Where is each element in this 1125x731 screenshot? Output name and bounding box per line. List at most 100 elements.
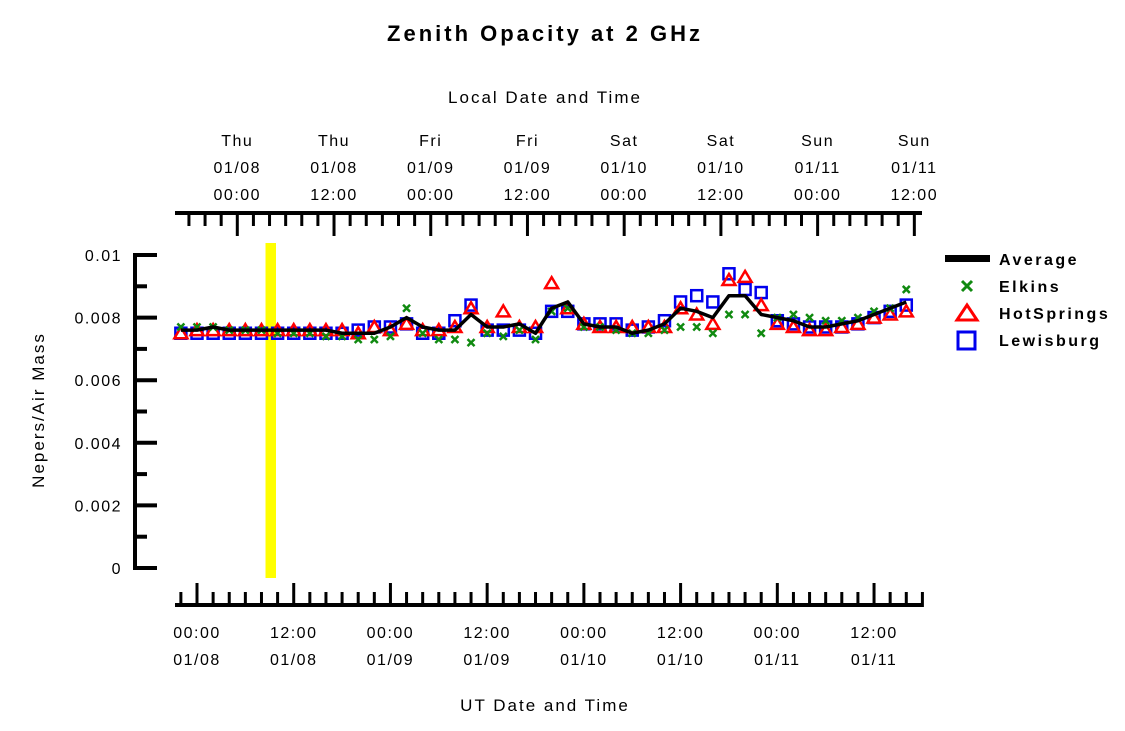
top-tick-day: Fri (516, 133, 539, 150)
lewisburg-point (754, 285, 768, 300)
hotsprings-point (736, 268, 754, 284)
hotsprings-point (172, 324, 190, 340)
y-tick-label: 0.004 (74, 436, 122, 453)
elkins-point (482, 328, 492, 338)
top-tick-time: 00:00 (794, 187, 842, 204)
x-axis-label: UT Date and Time (460, 696, 630, 715)
elkins-point (740, 310, 750, 319)
hotsprings-point (542, 274, 561, 290)
legend-square-icon (956, 330, 977, 351)
elkins-point (321, 331, 331, 341)
y-tick-label: 0.006 (74, 373, 122, 390)
elkins-point (434, 335, 444, 344)
lewisburg-point (738, 282, 752, 297)
axes: 0 0.002 0.004 0.006 0.008 0.01 00:00 01/08 12:00… (74, 133, 939, 669)
x-tick-time: 00:00 (560, 625, 608, 642)
elkins-point (692, 322, 702, 332)
top-tick-day: Sat (610, 133, 639, 150)
elkins-point (821, 316, 831, 326)
elkins-point (418, 328, 428, 338)
elkins-point (515, 325, 524, 335)
top-tick-time: 12:00 (697, 187, 745, 204)
elkins-x-icon (418, 328, 428, 338)
elkins-point (450, 335, 460, 344)
top-tick-date: 01/11 (891, 160, 937, 177)
top-tick-day: Sat (707, 133, 736, 150)
lewisburg-point (464, 298, 478, 312)
x-tick-time: 12:00 (657, 625, 705, 642)
elkins-x-icon (740, 310, 750, 319)
top-tick-time: 00:00 (407, 187, 455, 204)
elkins-x-icon (708, 328, 718, 338)
elkins-x-icon (821, 316, 831, 326)
top-tick-date: 01/10 (600, 160, 648, 177)
top-tick-day: Fri (419, 133, 442, 150)
elkins-point (402, 303, 411, 313)
hotsprings-point (720, 271, 738, 287)
elkins-point (353, 335, 363, 344)
elkins-x-icon (515, 325, 524, 335)
x-tick-time: 12:00 (270, 625, 318, 642)
top-tick-day: Sun (898, 133, 931, 150)
elkins-x-icon (402, 303, 411, 313)
top-tick-time: 12:00 (504, 187, 552, 204)
elkins-x-icon (353, 335, 363, 344)
elkins-x-icon (756, 328, 766, 338)
elkins-x-icon (482, 328, 492, 338)
average-line (180, 293, 907, 335)
top-tick-time: 12:00 (310, 187, 358, 204)
hotsprings-point (704, 315, 722, 331)
y-tick-label: 0.002 (74, 498, 122, 515)
hotsprings-point (881, 306, 899, 321)
top-tick-time: 12:00 (891, 187, 939, 204)
hotsprings-point (833, 318, 851, 334)
hotsprings-point (897, 302, 915, 318)
x-tick-date: 01/10 (657, 652, 705, 669)
lewisburg-point (722, 267, 736, 281)
lewisburg-point (448, 313, 462, 328)
elkins-point (708, 328, 718, 338)
x-mark-icon (960, 279, 974, 293)
elkins-point (660, 325, 669, 335)
legend-average-line-icon (945, 255, 990, 262)
elkins-point (805, 313, 814, 322)
legend: Average Elkins HotSprings Lewisburg (945, 252, 1110, 351)
top-axis-label: Local Date and Time (448, 88, 642, 107)
elkins-x-icon (660, 325, 669, 335)
x-tick-date: 01/09 (367, 652, 415, 669)
elkins-x-icon (434, 335, 444, 344)
y-tick-label: 0.01 (85, 248, 122, 265)
lewisburg-point (351, 323, 365, 337)
hotsprings-point (768, 315, 787, 331)
highlight-band (265, 243, 276, 578)
elkins-x-icon (531, 335, 540, 344)
y-tick-label: 0 (112, 561, 122, 578)
elkins-point (498, 331, 508, 341)
top-tick-day: Sun (801, 133, 834, 150)
top-tick-date: 01/11 (794, 160, 840, 177)
elkins-point (724, 310, 734, 319)
legend-label: HotSprings (999, 306, 1110, 323)
chart-title: Zenith Opacity at 2 GHz (387, 21, 703, 46)
hotsprings-point (397, 315, 416, 331)
elkins-point (901, 285, 911, 294)
top-tick-date: 01/09 (504, 160, 552, 177)
elkins-x-icon (498, 331, 508, 341)
top-tick-date: 01/09 (407, 160, 455, 177)
elkins-point (789, 310, 798, 319)
y-tick-label: 0.008 (74, 311, 122, 328)
y-axis-label: Nepers/Air Mass (29, 332, 48, 488)
x-tick-time: 00:00 (173, 625, 221, 642)
elkins-point (756, 328, 766, 338)
legend-triangle-icon (954, 302, 980, 322)
elkins-x-icon (789, 310, 798, 319)
elkins-x-icon (724, 310, 734, 319)
elkins-x-icon (676, 322, 685, 332)
x-tick-time: 00:00 (754, 625, 802, 642)
x-tick-date: 01/11 (754, 652, 800, 669)
top-tick-day: Thu (221, 133, 253, 150)
x-tick-time: 12:00 (850, 625, 898, 642)
x-tick-date: 01/08 (173, 652, 221, 669)
x-tick-date: 01/09 (463, 652, 511, 669)
